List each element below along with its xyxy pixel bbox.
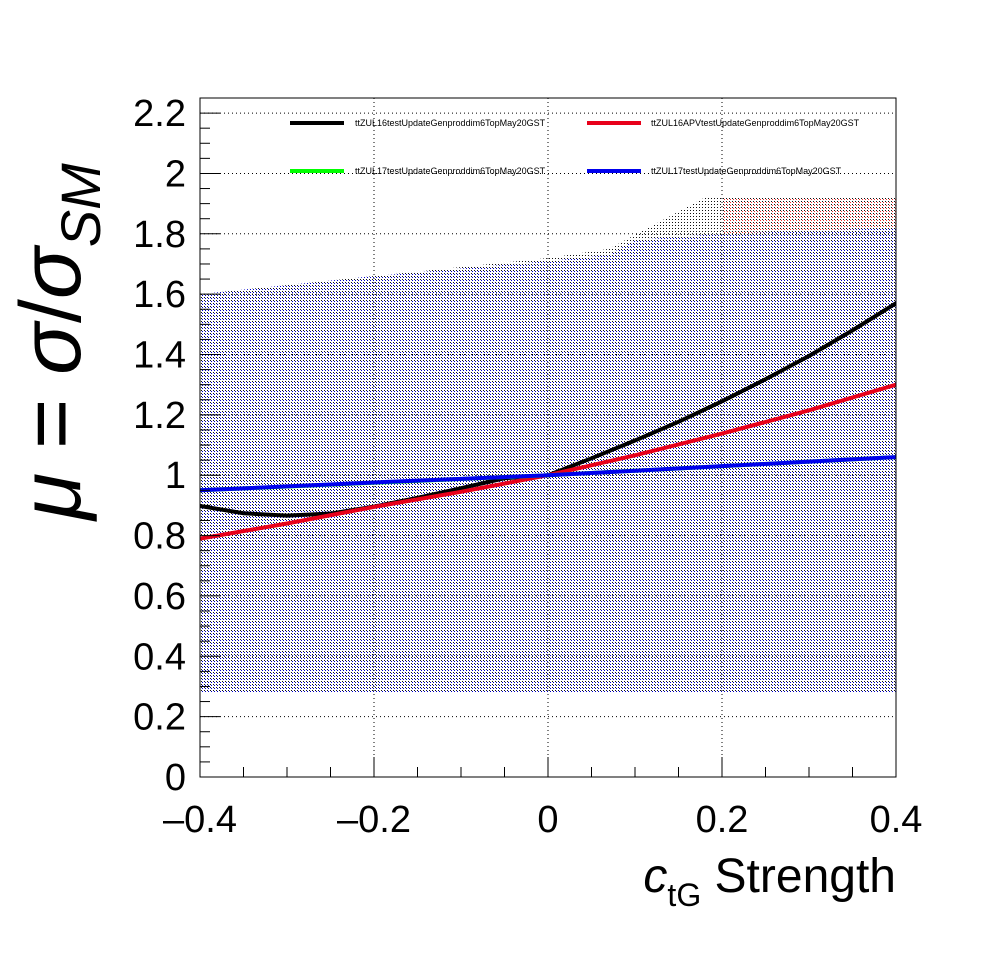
grid (200, 98, 896, 777)
x-tick-label-1: –0.2 (337, 799, 411, 841)
x-axis-title: ctG Strength (643, 850, 896, 913)
x-axis-title-main: c (643, 850, 667, 903)
legend-label-2: ttZUL17testUpdateGenproddim6TopMay20GST (355, 166, 546, 176)
y-axis-title-sigma: σ (3, 320, 99, 375)
y-tick-label-4: 0.8 (133, 516, 186, 558)
legend-label-3: ttZUL17testUpdateGenproddim6TopMay20GST (651, 166, 842, 176)
y-axis-title-eq: = (3, 375, 99, 473)
y-tick-label-3: 0.6 (133, 576, 186, 618)
y-tick-label-2: 0.4 (133, 636, 186, 678)
series-lines (200, 301, 896, 541)
y-tick-label-11: 2.2 (133, 93, 186, 135)
y-axis-title-mu: μ (3, 473, 99, 522)
y-axis-title-sub: SM (49, 163, 112, 247)
legend-item-0: ttZUL16testUpdateGenproddim6TopMay20GST (290, 118, 546, 128)
y-axis-title: μ = σ/σSM (3, 163, 112, 522)
y-axis-title-slash: / (3, 299, 99, 323)
y-tick-label-7: 1.4 (133, 335, 186, 377)
y-tick-label-8: 1.6 (133, 274, 186, 316)
band-2 (200, 227, 896, 693)
x-tick-labels: –0.4 –0.2 0 0.2 0.4 (163, 799, 922, 841)
x-tick-label-0: –0.4 (163, 799, 237, 841)
y-tick-label-10: 2 (165, 153, 186, 195)
y-tick-label-1: 0.2 (133, 697, 186, 739)
x-tick-label-2: 0 (537, 799, 558, 841)
x-axis-title-sub: tG (667, 877, 701, 913)
y-tick-label-5: 1 (165, 455, 186, 497)
y-tick-labels: 0 0.2 0.4 0.6 0.8 1 1.2 1.4 1.6 1.8 2 2.2 (133, 93, 186, 799)
x-axis-title-rest: Strength (701, 850, 896, 903)
axis-ticks (199, 97, 897, 778)
y-axis-title-sigma-2: σ (3, 244, 99, 299)
y-tick-label-6: 1.2 (133, 395, 186, 437)
legend-item-1: ttZUL16APVtestUpdateGenproddim6TopMay20G… (587, 118, 860, 128)
x-tick-label-4: 0.4 (870, 799, 923, 841)
uncertainty-bands (200, 197, 896, 693)
y-tick-label-9: 1.8 (133, 214, 186, 256)
legend: ttZUL16testUpdateGenproddim6TopMay20GST t… (290, 118, 860, 176)
legend-label-1: ttZUL16APVtestUpdateGenproddim6TopMay20G… (651, 118, 860, 128)
series-line-3 (200, 455, 896, 493)
legend-item-3: ttZUL17testUpdateGenproddim6TopMay20GST (587, 166, 842, 176)
legend-item-2: ttZUL17testUpdateGenproddim6TopMay20GST (290, 166, 546, 176)
legend-label-0: ttZUL16testUpdateGenproddim6TopMay20GST (355, 118, 546, 128)
y-tick-label-0: 0 (165, 757, 186, 799)
x-tick-label-3: 0.2 (696, 799, 749, 841)
band-1 (722, 197, 896, 234)
